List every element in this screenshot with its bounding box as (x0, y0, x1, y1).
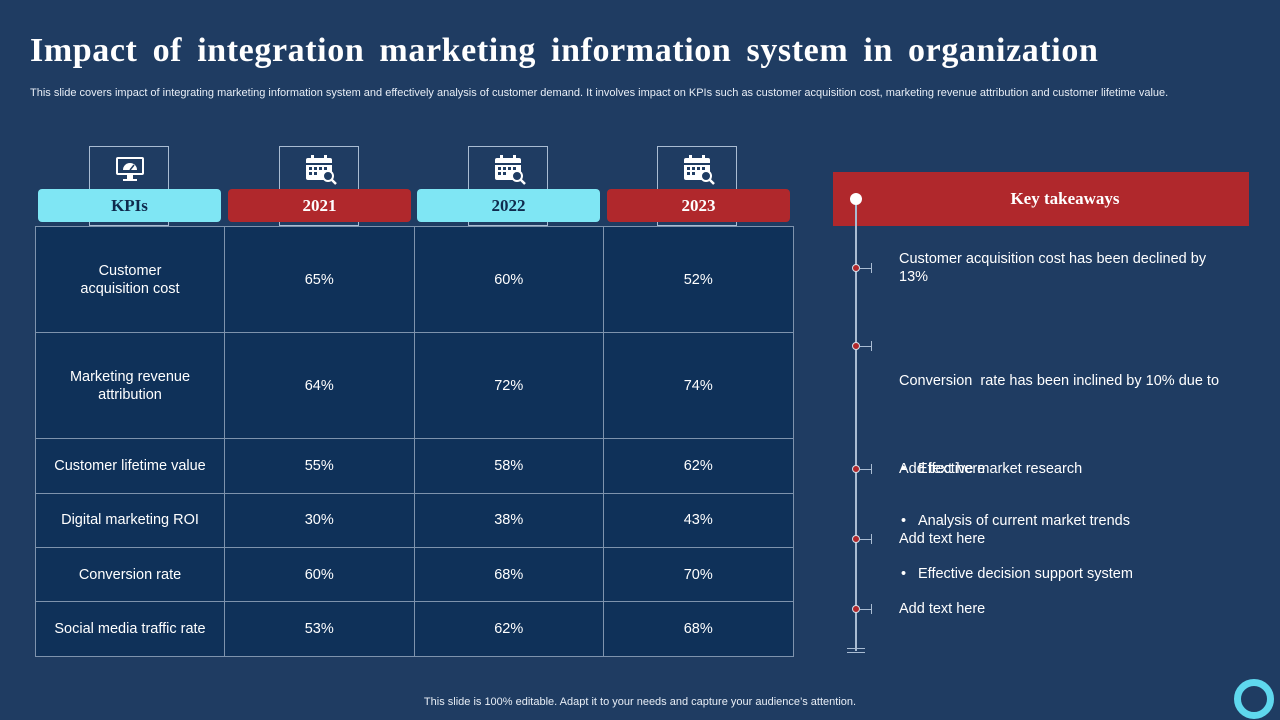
kpi-label: Social media traffic rate (35, 601, 225, 657)
page-subtitle: This slide covers impact of integrating … (30, 87, 1169, 99)
value-2021: 60% (224, 547, 415, 603)
bullet-item: Effective market research (899, 461, 1234, 479)
value-2022: 38% (413, 492, 604, 549)
kpi-label: Customer acquisition cost (35, 225, 225, 334)
kpi-label: Conversion rate (35, 547, 225, 603)
value-2021: 64% (224, 332, 415, 440)
value-2022: 58% (413, 438, 604, 494)
takeaway-bullets: Effective market research Analysis of cu… (899, 426, 1234, 619)
value-2021: 55% (224, 438, 415, 494)
timeline-start-dot (850, 193, 862, 205)
table-row: Customer acquisition cost 65% 60% 52% (35, 225, 794, 334)
timeline-marker (852, 535, 860, 543)
footer-note: This slide is 100% editable. Adapt it to… (423, 696, 857, 708)
bullet-item: Effective decision support system (899, 566, 1234, 584)
header-kpis: KPIs (38, 189, 221, 222)
kpi-label: Marketing revenue attribution (35, 332, 225, 440)
value-2022: 72% (413, 332, 604, 440)
timeline-marker (852, 342, 860, 350)
timeline-marker (852, 605, 860, 613)
timeline-connector (871, 263, 872, 273)
timeline-connector (860, 609, 872, 610)
timeline-connector (860, 469, 872, 470)
kpi-label: Customer lifetime value (35, 438, 225, 494)
value-2023: 74% (603, 332, 794, 440)
timeline-connector (860, 346, 872, 347)
value-2022: 60% (413, 225, 604, 334)
page-title: Impact of integration marketing informat… (30, 32, 1099, 69)
kpi-label: Digital marketing ROI (35, 492, 225, 549)
timeline-foot (847, 652, 865, 653)
timeline-connector (860, 539, 872, 540)
value-2023: 52% (603, 225, 794, 334)
takeaway-text: Add text here (899, 461, 986, 477)
takeaway-item: Customer acquisition cost has been decli… (899, 251, 1234, 286)
takeaway-text: Add text here (899, 601, 986, 617)
ring-decoration-icon (1234, 679, 1274, 719)
timeline-connector (860, 268, 872, 269)
table-row: Marketing revenue attribution 64% 72% 74… (35, 332, 794, 440)
value-2023: 68% (603, 601, 794, 657)
takeaway-item: Add text here (899, 461, 1234, 479)
monitor-dashboard-icon (116, 157, 144, 181)
header-2021: 2021 (228, 189, 411, 222)
header-2022: 2022 (417, 189, 600, 222)
key-takeaways-title: Key takeaways (1010, 189, 1120, 208)
value-2022: 68% (413, 547, 604, 603)
kpi-table: Customer acquisition cost 65% 60% 52% Ma… (35, 225, 794, 657)
bullet-item: Analysis of current market trends (899, 513, 1234, 531)
value-2021: 65% (224, 225, 415, 334)
value-2021: 53% (224, 601, 415, 657)
value-2023: 62% (603, 438, 794, 494)
table-row: Social media traffic rate 53% 62% 68% (35, 601, 794, 657)
takeaway-item: Add text here (899, 601, 1234, 619)
takeaway-item: Conversion rate has been inclined by 10%… (899, 338, 1234, 636)
header-2023: 2023 (607, 189, 790, 222)
value-2023: 70% (603, 547, 794, 603)
key-takeaways-header: Key takeaways (833, 172, 1249, 226)
table-row: Customer lifetime value 55% 58% 62% (35, 438, 794, 494)
takeaway-item: Add text here (899, 531, 1234, 549)
timeline-connector (871, 604, 872, 614)
takeaway-text: Customer acquisition cost has been decli… (899, 251, 1207, 285)
timeline-marker (852, 264, 860, 272)
timeline-marker (852, 465, 860, 473)
timeline-connector (871, 464, 872, 474)
calendar-search-icon (684, 155, 715, 185)
takeaway-text: Add text here (899, 531, 986, 547)
calendar-search-icon (495, 155, 526, 185)
value-2022: 62% (413, 601, 604, 657)
timeline-connector (871, 341, 872, 351)
value-2023: 43% (603, 492, 794, 549)
table-row: Conversion rate 60% 68% 70% (35, 547, 794, 603)
timeline-line (855, 205, 857, 651)
timeline-foot (847, 648, 865, 649)
calendar-search-icon (306, 155, 337, 185)
table-row: Digital marketing ROI 30% 38% 43% (35, 492, 794, 549)
value-2021: 30% (224, 492, 415, 549)
takeaway-text: Conversion rate has been inclined by 10%… (899, 373, 1220, 389)
timeline-connector (871, 534, 872, 544)
